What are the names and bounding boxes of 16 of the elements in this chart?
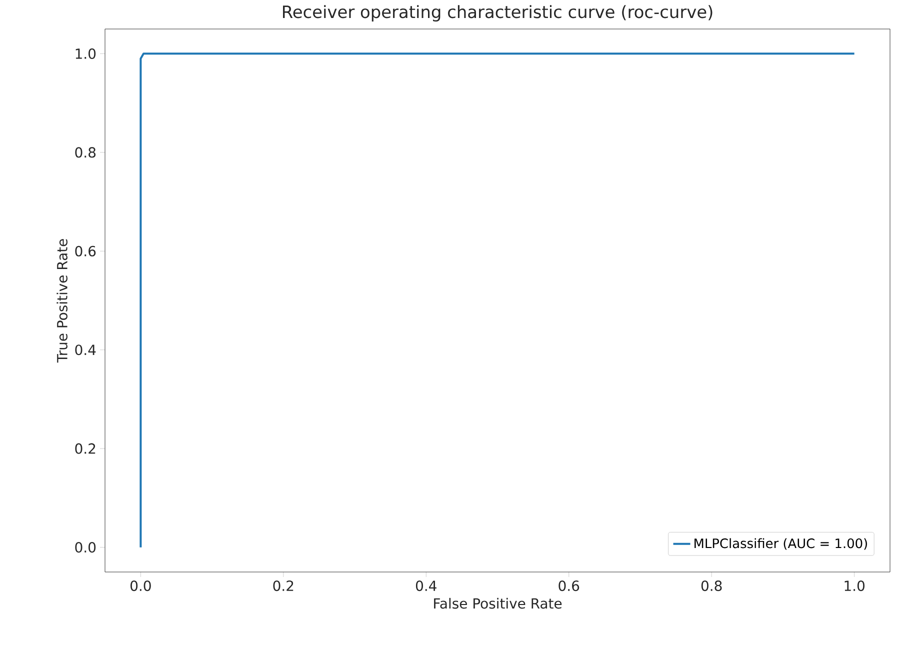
- x-tick-label: 0.6: [558, 580, 580, 592]
- x-tick-label: 0.0: [130, 580, 151, 592]
- y-tick-label: 0.2: [75, 443, 96, 454]
- x-tick-label: 0.8: [701, 580, 722, 592]
- x-tick-label: 0.4: [416, 580, 436, 592]
- legend-label: MLPClassifier (AUC = 1.00): [694, 538, 867, 550]
- y-tick-label: 0.4: [75, 344, 96, 356]
- x-tick-label: 1.0: [844, 580, 864, 592]
- y-tick-label: 0.0: [75, 542, 96, 553]
- y-tick-label: 0.8: [75, 147, 96, 158]
- x-axis-title: False Positive Rate: [434, 598, 562, 609]
- y-tick-label: 1.0: [76, 48, 96, 59]
- x-tick-label: 0.2: [273, 580, 294, 592]
- chart-title: Receiver operating characteristic curve (roc-curve): [283, 5, 712, 22]
- y-tick-label: 0.6: [75, 246, 96, 256]
- y-axis-title: True Positive Rate: [56, 239, 68, 363]
